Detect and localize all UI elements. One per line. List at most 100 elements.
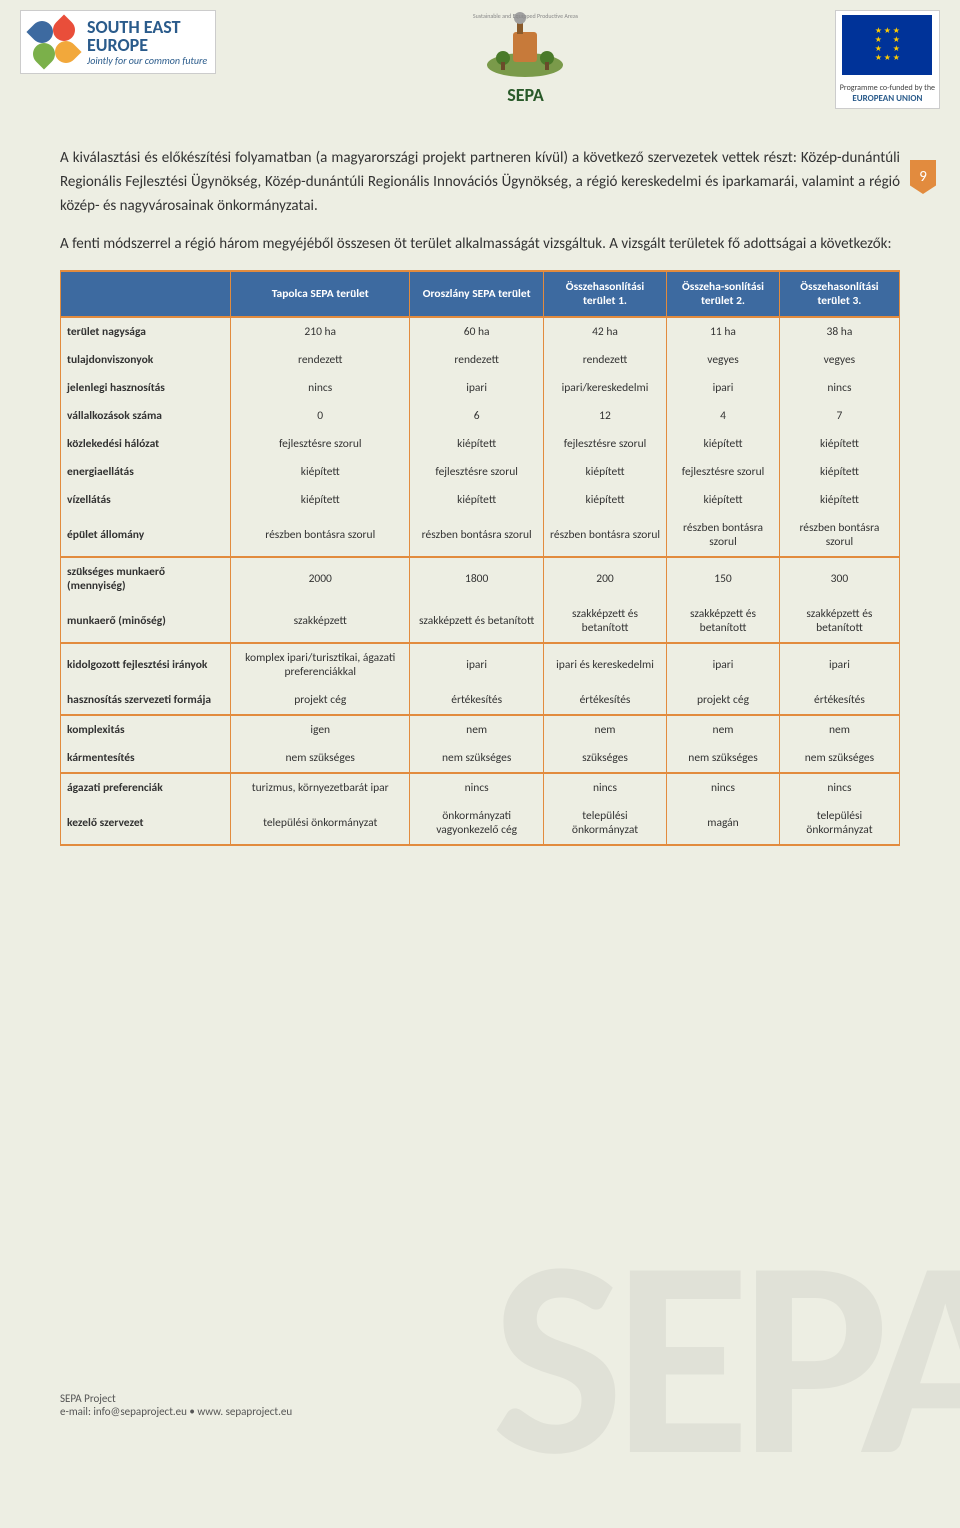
table-cell: szakképzett és betanított bbox=[667, 600, 780, 643]
table-row: szükséges munkaerő (mennyiség)2000180020… bbox=[61, 557, 900, 600]
table-cell: önkormányzati vagyonkezelő cég bbox=[410, 802, 543, 845]
table-cell: 6 bbox=[410, 402, 543, 430]
watermark-text: SEPA bbox=[491, 1186, 960, 1528]
table-cell: 300 bbox=[779, 557, 899, 600]
paragraph-1: A kiválasztási és előkészítési folyamatb… bbox=[60, 146, 900, 218]
table-cell: szakképzett bbox=[231, 600, 410, 643]
table-cell: rendezett bbox=[543, 346, 666, 374]
col-header: Oroszlány SEPA terület bbox=[410, 271, 543, 317]
table-cell: igen bbox=[231, 715, 410, 744]
row-label: közlekedési hálózat bbox=[61, 430, 231, 458]
footer-line2: e-mail: info@sepaproject.eu • www. sepap… bbox=[60, 1405, 292, 1418]
col-header: Összehasonlítási terület 3. bbox=[779, 271, 899, 317]
table-cell: települési önkormányzat bbox=[779, 802, 899, 845]
table-cell: fejlesztésre szorul bbox=[410, 458, 543, 486]
table-cell: vegyes bbox=[779, 346, 899, 374]
table-cell: nem bbox=[543, 715, 666, 744]
table-cell: projekt cég bbox=[231, 686, 410, 715]
table-cell: részben bontásra szorul bbox=[779, 514, 899, 557]
comparison-table: Tapolca SEPA területOroszlány SEPA terül… bbox=[60, 270, 900, 846]
table-row: kidolgozott fejlesztési irányokkomplex i… bbox=[61, 643, 900, 686]
table-cell: vegyes bbox=[667, 346, 780, 374]
table-cell: kiépített bbox=[543, 458, 666, 486]
table-row: tulajdonviszonyokrendezettrendezettrende… bbox=[61, 346, 900, 374]
table-cell: kiépített bbox=[543, 486, 666, 514]
table-cell: értékesítés bbox=[543, 686, 666, 715]
table-cell: nincs bbox=[543, 773, 666, 802]
table-cell: részben bontásra szorul bbox=[667, 514, 780, 557]
table-cell: kiépített bbox=[410, 486, 543, 514]
table-cell: 11 ha bbox=[667, 317, 780, 346]
row-label: szükséges munkaerő (mennyiség) bbox=[61, 557, 231, 600]
table-cell: fejlesztésre szorul bbox=[231, 430, 410, 458]
table-cell: nem szükséges bbox=[410, 744, 543, 773]
table-cell: turizmus, környezetbarát ipar bbox=[231, 773, 410, 802]
col-header-rowlabel bbox=[61, 271, 231, 317]
table-cell: 38 ha bbox=[779, 317, 899, 346]
row-label: terület nagysága bbox=[61, 317, 231, 346]
table-cell: 210 ha bbox=[231, 317, 410, 346]
table-cell: ipari bbox=[410, 643, 543, 686]
table-cell: részben bontásra szorul bbox=[543, 514, 666, 557]
table-row: épület állományrészben bontásra szorulré… bbox=[61, 514, 900, 557]
table-cell: szakképzett és betanított bbox=[543, 600, 666, 643]
table-cell: nincs bbox=[231, 374, 410, 402]
table-cell: 2000 bbox=[231, 557, 410, 600]
row-label: hasznosítás szervezeti formája bbox=[61, 686, 231, 715]
table-row: hasznosítás szervezeti formájaprojekt cé… bbox=[61, 686, 900, 715]
table-cell: komplex ipari/turisztikai, ágazati prefe… bbox=[231, 643, 410, 686]
table-cell: kiépített bbox=[779, 430, 899, 458]
main-content: A kiválasztási és előkészítési folyamatb… bbox=[0, 126, 960, 856]
table-cell: 7 bbox=[779, 402, 899, 430]
row-label: jelenlegi hasznosítás bbox=[61, 374, 231, 402]
table-cell: kiépített bbox=[779, 458, 899, 486]
table-cell: rendezett bbox=[410, 346, 543, 374]
table-cell: nincs bbox=[667, 773, 780, 802]
table-cell: 42 ha bbox=[543, 317, 666, 346]
page-footer: SEPA Project e-mail: info@sepaproject.eu… bbox=[60, 1392, 292, 1418]
table-cell: ipari bbox=[667, 643, 780, 686]
table-cell: nincs bbox=[410, 773, 543, 802]
table-cell: kiépített bbox=[231, 458, 410, 486]
footer-line1: SEPA Project bbox=[60, 1392, 292, 1405]
sepa-arc-text: Sustainable and Equipped Productive Area… bbox=[473, 12, 578, 20]
table-cell: fejlesztésre szorul bbox=[667, 458, 780, 486]
table-row: energiaellátáskiépítettfejlesztésre szor… bbox=[61, 458, 900, 486]
table-cell: 1800 bbox=[410, 557, 543, 600]
row-label: épület állomány bbox=[61, 514, 231, 557]
table-cell: 200 bbox=[543, 557, 666, 600]
row-label: tulajdonviszonyok bbox=[61, 346, 231, 374]
table-cell: 60 ha bbox=[410, 317, 543, 346]
row-label: kezelő szervezet bbox=[61, 802, 231, 845]
table-cell: települési önkormányzat bbox=[231, 802, 410, 845]
table-row: jelenlegi hasznosításnincsipariipari/ker… bbox=[61, 374, 900, 402]
table-cell: nem szükséges bbox=[667, 744, 780, 773]
table-row: vállalkozások száma061247 bbox=[61, 402, 900, 430]
table-cell: nincs bbox=[779, 773, 899, 802]
table-cell: 0 bbox=[231, 402, 410, 430]
row-label: munkaerő (minőség) bbox=[61, 600, 231, 643]
table-cell: nem bbox=[779, 715, 899, 744]
table-row: munkaerő (minőség)szakképzett szakképzett… bbox=[61, 600, 900, 643]
eu-flag-icon: ★ ★ ★★ ★★ ★★ ★ ★ bbox=[842, 15, 932, 75]
table-cell: települési önkormányzat bbox=[543, 802, 666, 845]
col-header: Összehasonlítási terület 1. bbox=[543, 271, 666, 317]
table-cell: értékesítés bbox=[779, 686, 899, 715]
row-label: kármentesítés bbox=[61, 744, 231, 773]
row-label: kidolgozott fejlesztési irányok bbox=[61, 643, 231, 686]
table-cell: kiépített bbox=[779, 486, 899, 514]
row-label: vízellátás bbox=[61, 486, 231, 514]
table-cell: ipari/kereskedelmi bbox=[543, 374, 666, 402]
sepa-label: SEPA bbox=[473, 84, 578, 106]
row-label: komplexitás bbox=[61, 715, 231, 744]
sepa-logo: Sustainable and Equipped Productive Area… bbox=[473, 10, 578, 116]
table-row: ágazati preferenciákturizmus, környezetb… bbox=[61, 773, 900, 802]
table-row: kezelő szervezettelepülési önkormányzatö… bbox=[61, 802, 900, 845]
eu-logo-box: ★ ★ ★★ ★★ ★★ ★ ★ Programme co-funded by … bbox=[835, 10, 940, 109]
table-row: vízellátáskiépítettkiépítettkiépítettkié… bbox=[61, 486, 900, 514]
table-cell: szükséges bbox=[543, 744, 666, 773]
row-label: vállalkozások száma bbox=[61, 402, 231, 430]
table-cell: értékesítés bbox=[410, 686, 543, 715]
see-tagline: Jointly for our common future bbox=[87, 54, 207, 67]
see-title-line2: EUROPE bbox=[87, 36, 207, 54]
